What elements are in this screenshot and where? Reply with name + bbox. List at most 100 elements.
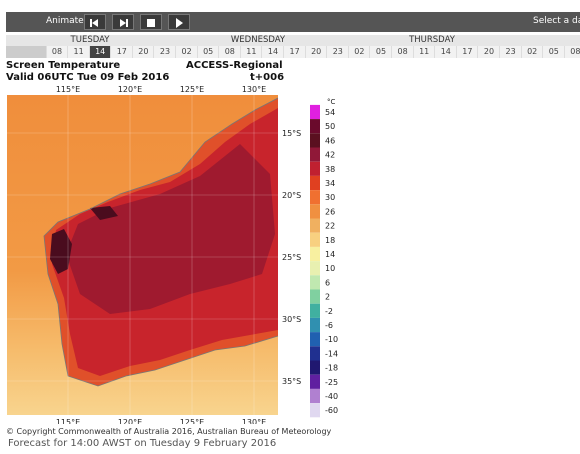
lon-label: 120°E — [118, 418, 142, 424]
legend-swatch — [310, 133, 320, 148]
hour-cell[interactable]: 08 — [220, 46, 241, 58]
legend-swatch — [310, 204, 320, 219]
legend-label: -6 — [325, 321, 333, 330]
title: Screen Temperature — [6, 60, 121, 71]
hour-cell[interactable]: 08 — [393, 46, 414, 58]
hour-cell[interactable]: 11 — [241, 46, 263, 58]
hour-cell[interactable]: 23 — [501, 46, 522, 58]
legend-swatch — [310, 104, 320, 120]
next-button[interactable] — [112, 14, 134, 30]
legend-swatch — [310, 317, 320, 333]
legend-label: 38 — [325, 165, 335, 174]
hour-cell[interactable]: 02 — [349, 46, 371, 58]
legend-label: 26 — [325, 207, 335, 216]
legend-label: -14 — [325, 349, 338, 358]
legend-swatch — [310, 147, 320, 162]
legend-label: 22 — [325, 222, 335, 231]
hour-cell[interactable]: 05 — [198, 46, 220, 58]
lon-label: 120°E — [118, 85, 142, 94]
lon-label: 115°E — [56, 85, 80, 94]
lat-label: 15°S — [282, 129, 301, 138]
hour-cell[interactable]: 23 — [328, 46, 349, 58]
legend-label: -18 — [325, 364, 338, 373]
legend-swatch — [310, 303, 320, 318]
lon-label: 125°E — [180, 85, 204, 94]
lon-label: 130°E — [242, 85, 266, 94]
hour-cell[interactable]: 17 — [457, 46, 479, 58]
forecast-step: t+006 — [250, 72, 285, 83]
legend-label: 42 — [325, 151, 335, 160]
legend-unit: °C — [327, 98, 336, 106]
legend-swatch — [310, 190, 320, 205]
legend-label: 54 — [325, 108, 335, 117]
select-day-label[interactable]: Select a day — [533, 16, 580, 26]
hour-cell[interactable]: 08 — [565, 46, 580, 58]
hour-cell[interactable]: 05 — [371, 46, 392, 58]
legend-swatch — [310, 403, 320, 418]
map: °C 54 50 46 42 38 34 30 26 22 18 14 10 6 2 -2 -6 -10 -14 -1… — [7, 85, 338, 424]
legend-swatch — [310, 332, 320, 347]
hour-cell[interactable]: 14 — [436, 46, 457, 58]
model: ACCESS-Regional — [186, 60, 283, 71]
hour-row: 08 11 14 17 20 23 02 05 08 11 14 17 20 23 02 05 08 11 14 17… — [6, 46, 580, 58]
hour-cell[interactable]: 14 — [90, 46, 112, 58]
animate-label: Animate — [46, 16, 84, 26]
legend-label: 18 — [325, 236, 335, 245]
day-label[interactable]: WEDNESDAY — [230, 35, 286, 45]
legend-swatch — [310, 175, 320, 191]
legend-label: -10 — [325, 335, 338, 344]
hour-cell[interactable]: 08 — [47, 46, 68, 58]
legend-label: 10 — [325, 264, 335, 273]
forecast-caption: Forecast for 14:00 AWST on Tuesday 9 Feb… — [8, 438, 277, 449]
land-very-hot — [66, 144, 275, 314]
legend-label: 14 — [325, 250, 335, 259]
play-button[interactable] — [168, 14, 190, 30]
hot-spot — [50, 229, 72, 274]
legend-label: 50 — [325, 122, 335, 131]
first-button[interactable] — [84, 14, 106, 30]
hour-cell[interactable]: 14 — [263, 46, 284, 58]
lon-label: 125°E — [180, 418, 204, 424]
hour-cell[interactable]: 17 — [285, 46, 306, 58]
day-label[interactable]: THURSDAY — [409, 35, 455, 45]
day-label[interactable]: TUESDAY — [70, 35, 110, 45]
lat-label: 30°S — [282, 315, 301, 324]
hour-cell[interactable]: 05 — [544, 46, 565, 58]
hour-cell[interactable]: 11 — [69, 46, 90, 58]
legend-swatch — [310, 119, 320, 134]
hot-spot — [90, 206, 118, 220]
legend-label: -2 — [325, 307, 333, 316]
coastline — [43, 97, 279, 387]
legend-label: -60 — [325, 406, 338, 415]
legend-label: 46 — [325, 136, 335, 145]
legend-swatch — [310, 261, 320, 276]
legend-label: 34 — [325, 179, 335, 188]
legend-label: -25 — [325, 378, 338, 387]
stop-button[interactable] — [140, 14, 162, 30]
legend-label: 2 — [325, 293, 330, 302]
legend-swatch — [310, 275, 320, 290]
legend-label: -40 — [325, 392, 338, 401]
hour-cell[interactable]: 20 — [306, 46, 328, 58]
legend-swatch — [310, 360, 320, 375]
legend-swatch — [310, 289, 320, 304]
hour-cell[interactable]: 17 — [112, 46, 133, 58]
legend-label: 6 — [325, 278, 330, 287]
toolbar: Animate Select a day — [6, 12, 580, 32]
lat-label: 20°S — [282, 191, 301, 200]
graticule — [7, 95, 278, 415]
legend-swatch — [310, 161, 320, 176]
hour-cell[interactable]: 20 — [479, 46, 500, 58]
hour-cell[interactable]: 02 — [177, 46, 198, 58]
hour-cell[interactable]: 02 — [522, 46, 544, 58]
legend-swatch — [310, 246, 320, 262]
hour-cell[interactable]: 20 — [133, 46, 155, 58]
legend-swatch — [310, 374, 320, 389]
lat-label: 35°S — [282, 377, 301, 386]
valid-time: Valid 06UTC Tue 09 Feb 2016 — [6, 72, 170, 83]
hour-cell[interactable]: 23 — [155, 46, 176, 58]
legend-swatch — [310, 388, 320, 404]
copyright: © Copyright Commonwealth of Australia 20… — [6, 427, 332, 436]
hour-cell[interactable]: 11 — [414, 46, 436, 58]
